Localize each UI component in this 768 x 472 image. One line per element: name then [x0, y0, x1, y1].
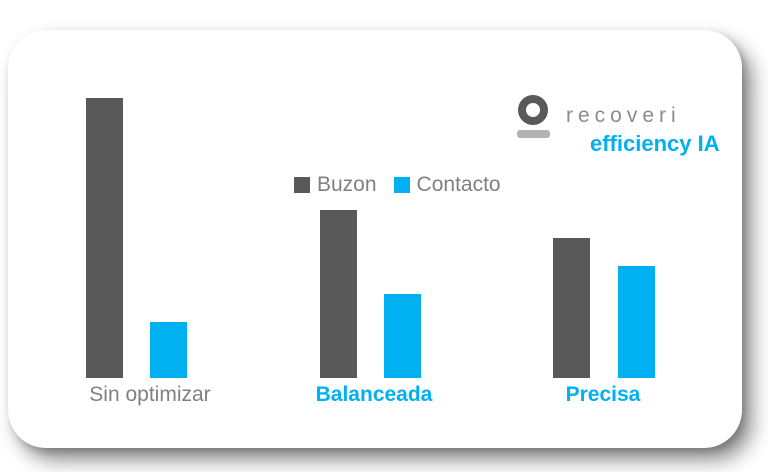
bar-buzon-sin-optimizar: [86, 98, 123, 378]
category-label-sin-optimizar: Sin optimizar: [89, 383, 211, 406]
bar-buzon-balanceada: [320, 210, 357, 378]
bar-contacto-precisa: [618, 266, 655, 378]
bar-contacto-balanceada: [384, 294, 421, 378]
recoveri-base-icon: [517, 130, 550, 138]
recoveri-ring-icon: [518, 95, 548, 125]
bar-contacto-sin-optimizar: [150, 322, 187, 378]
chart-legend: Buzon Contacto: [294, 173, 501, 197]
legend-label-buzon: Buzon: [317, 173, 377, 196]
brand-tagline: efficiency IA: [590, 131, 720, 156]
category-label-precisa: Precisa: [565, 383, 641, 406]
bar-buzon-precisa: [553, 238, 590, 378]
legend-swatch-contacto: [393, 177, 410, 193]
legend-swatch-buzon: [294, 177, 310, 193]
legend-item-buzon: Buzon: [294, 173, 377, 197]
legend-label-contacto: Contacto: [416, 173, 501, 196]
legend-item-contacto: Contacto: [393, 173, 501, 197]
category-label-balanceada: Balanceada: [315, 383, 433, 406]
brand-name: recoveri: [566, 104, 681, 127]
chart-card: recoveri efficiency IA Buzon Contacto: [8, 30, 742, 448]
